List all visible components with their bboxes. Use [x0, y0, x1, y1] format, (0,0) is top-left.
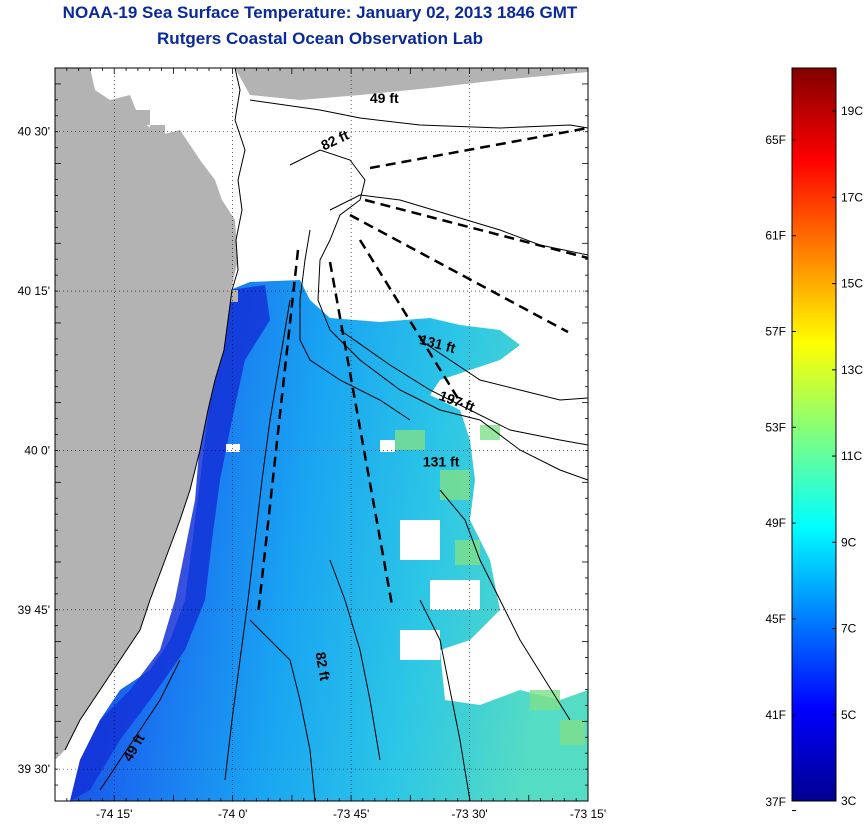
lat-tick-label: 40 30' [18, 125, 50, 139]
colorbar-celsius-label: 9C [841, 535, 857, 549]
lon-tick-label: -73 15' [570, 807, 606, 821]
sst-field [70, 280, 588, 801]
isobath-label: 82 ft [312, 651, 333, 682]
map-area [55, 68, 588, 801]
colorbar-fahrenheit-label: 37F [765, 795, 786, 809]
colorbar-fahrenheit-label: 65F [765, 133, 786, 147]
colorbar-fahrenheit-label: 49F [765, 516, 786, 530]
colorbar-fahrenheit-label: 61F [765, 229, 786, 243]
lat-tick-label: 40 15' [18, 284, 50, 298]
lon-tick-label: -74 15' [96, 807, 132, 821]
colorbar-celsius-label: 19C [841, 104, 863, 118]
longitude-labels: -74 15' -74 0' -73 45' -73 30' -73 15' [96, 807, 606, 821]
cloud-gaps [160, 440, 480, 660]
latitude-labels: 40 30' 40 15' 40 0' 39 45' 39 30' [18, 125, 50, 776]
isobath-lines [99, 99, 588, 801]
isobath-label: 49 ft [370, 90, 399, 106]
lat-tick-label: 39 30' [18, 762, 50, 776]
colorbar-fahrenheit-label: 57F [765, 324, 786, 338]
shipping-lanes [256, 126, 588, 616]
land-patches [130, 110, 238, 302]
colorbar-celsius-label: 15C [841, 277, 863, 291]
isobath-label: 131 ft [423, 453, 460, 469]
map-ticks [54, 67, 589, 802]
colorbar-celsius-label: 5C [841, 708, 857, 722]
sst-nearshore [70, 285, 270, 801]
map-subtitle: Rutgers Coastal Ocean Observation Lab [157, 29, 483, 48]
colorbar [791, 67, 837, 802]
land-new-jersey [55, 68, 238, 760]
colorbar-fahrenheit-label: 41F [765, 708, 786, 722]
lat-tick-label: 39 45' [18, 603, 50, 617]
colorbar-fahrenheit-label: 53F [765, 420, 786, 434]
colorbar-celsius-labels: 3C 5C 7C 9C 11C 13C 15C 17C 19C [841, 104, 863, 808]
graticule [55, 68, 589, 801]
lon-tick-label: -73 30' [451, 807, 487, 821]
colorbar-celsius-label: 17C [841, 190, 863, 204]
land-long-island [235, 68, 588, 100]
colorbar-celsius-label: 7C [841, 622, 857, 636]
colorbar-fahrenheit-label: 45F [765, 612, 786, 626]
lat-tick-label: 40 0' [24, 443, 50, 457]
sst-warm-patches [395, 425, 585, 745]
colorbar-celsius-label: 3C [841, 794, 857, 808]
colorbar-celsius-label: 11C [841, 449, 862, 463]
map-title: NOAA-19 Sea Surface Temperature: January… [62, 3, 578, 22]
lon-tick-label: -74 0' [218, 807, 248, 821]
colorbar-fahrenheit-labels: 37F 41F 45F 49F 53F 57F 61F 65F [765, 133, 786, 809]
lon-tick-label: -73 45' [333, 807, 369, 821]
coastline [64, 68, 246, 751]
colorbar-celsius-label: 13C [841, 363, 863, 377]
colorbar-ticks [792, 110, 836, 812]
